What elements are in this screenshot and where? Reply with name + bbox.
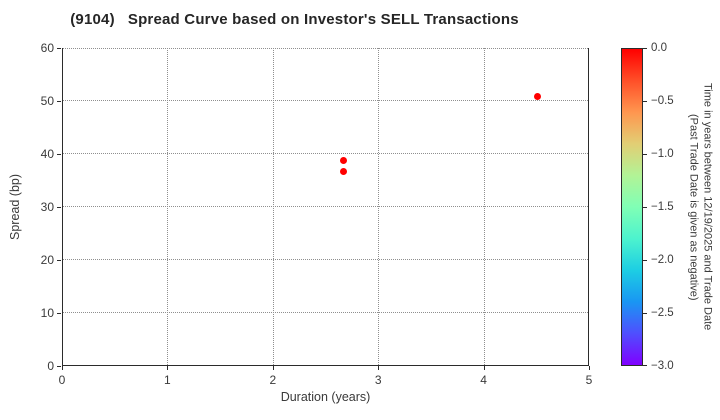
y-tick-mark <box>57 366 61 367</box>
colorbar-tick-mark <box>643 260 647 261</box>
x-tick-mark <box>589 366 590 370</box>
gridline-horizontal <box>63 259 588 260</box>
y-tick-mark <box>57 48 61 49</box>
gridline-horizontal <box>63 153 588 154</box>
data-point <box>339 156 347 164</box>
x-tick-mark <box>167 366 169 370</box>
plot-area <box>62 48 589 366</box>
chart-title: (9104) Spread Curve based on Investor's … <box>70 11 519 28</box>
colorbar-tick-label: 0.0 <box>651 42 667 54</box>
colorbar-tick-label: −1.5 <box>651 201 674 213</box>
x-tick-label: 3 <box>374 373 382 387</box>
y-tick-label: 0 <box>47 359 54 373</box>
x-tick-mark <box>62 366 63 370</box>
y-tick-label: 50 <box>40 94 54 108</box>
x-tick-label: 4 <box>480 373 487 387</box>
y-tick-label: 40 <box>40 147 54 161</box>
gridline-horizontal <box>63 312 588 313</box>
colorbar-label-line2: (Past Trade Date is given as negative) <box>687 113 700 301</box>
y-tick-mark <box>57 313 61 314</box>
y-tick-label: 30 <box>40 200 54 214</box>
x-tick-label: 1 <box>164 373 171 387</box>
colorbar-tick-label: −2.0 <box>651 254 674 266</box>
colorbar-tick-mark <box>643 365 647 366</box>
colorbar-tick-label: −2.5 <box>651 307 674 319</box>
x-tick-mark <box>378 366 380 370</box>
colorbar-tick-mark <box>643 48 647 49</box>
x-tick-label: 5 <box>585 373 593 387</box>
x-tick-label: 0 <box>58 373 66 387</box>
colorbar-tick-label: −1.0 <box>651 148 674 160</box>
data-point <box>339 167 347 175</box>
colorbar-label-line1: Time in years between 12/19/2025 and Tra… <box>701 83 714 331</box>
x-axis-label: Duration (years) <box>280 390 371 404</box>
gridline-horizontal <box>63 100 588 101</box>
colorbar-label: Time in years between 12/19/2025 and Tra… <box>686 48 715 366</box>
colorbar-tick-label: −3.0 <box>651 360 674 372</box>
gridline-horizontal <box>63 206 588 207</box>
x-tick-mark <box>483 366 485 370</box>
x-tick-label: 2 <box>269 373 277 387</box>
y-tick-label: 20 <box>40 253 54 267</box>
colorbar-tick-mark <box>643 207 647 208</box>
gridline-horizontal <box>63 48 588 49</box>
colorbar-tick-mark <box>643 313 647 314</box>
y-tick-label: 10 <box>40 306 54 320</box>
y-tick-mark <box>57 207 61 208</box>
data-point <box>533 93 541 101</box>
x-tick-mark <box>272 366 274 370</box>
y-tick-mark <box>57 154 61 155</box>
y-tick-label: 60 <box>40 41 54 55</box>
y-tick-mark <box>57 260 61 261</box>
colorbar <box>621 48 643 366</box>
y-tick-mark <box>57 101 61 102</box>
colorbar-tick-label: −0.5 <box>651 95 674 107</box>
colorbar-tick-mark <box>643 154 647 155</box>
colorbar-tick-mark <box>643 101 647 102</box>
